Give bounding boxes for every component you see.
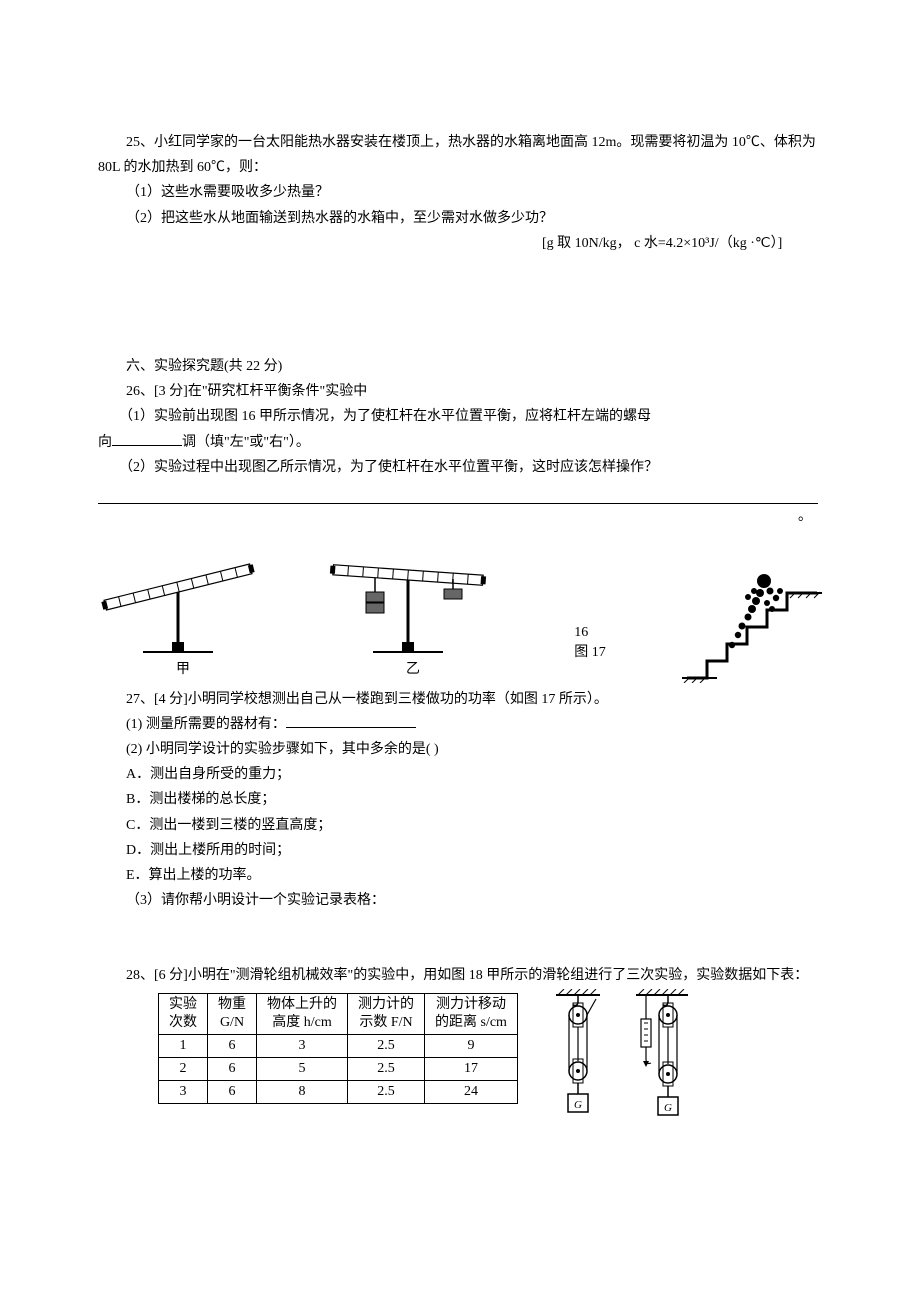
cell: 9 xyxy=(425,1034,518,1057)
q26-sub1-line2: 向调（填"左"或"右"）。 xyxy=(98,430,822,455)
lever-b-svg xyxy=(328,537,498,657)
pulley-load-label: G xyxy=(574,1099,582,1111)
spacer xyxy=(98,913,822,963)
fig-lever-b: 乙 xyxy=(328,537,498,682)
q28-table-row: 实验次数 物重G/N 物体上升的高度 h/cm 测力计的示数 F/N 测力计移动… xyxy=(98,989,822,1124)
q27-sub3: （3）请你帮小明设计一个实验记录表格： xyxy=(98,888,822,913)
cell: 8 xyxy=(257,1081,348,1104)
q28-table: 实验次数 物重G/N 物体上升的高度 h/cm 测力计的示数 F/N 测力计移动… xyxy=(158,993,518,1105)
q27-sub2: (2) 小明同学设计的实验步骤如下，其中多余的是( ) xyxy=(98,737,822,762)
cell: 1 xyxy=(159,1034,208,1057)
blank-fill[interactable] xyxy=(286,714,416,728)
section-6-title: 六、实验探究题(共 22 分) xyxy=(98,354,822,379)
cell: 3 xyxy=(257,1034,348,1057)
q25-sub2: （2）把这些水从地面输送到热水器的水箱中，至少需对水做多少功？ xyxy=(98,206,822,231)
cell: 5 xyxy=(257,1058,348,1081)
table-row: 2 6 5 2.5 17 xyxy=(159,1058,518,1081)
spacer xyxy=(98,336,822,354)
cell: 2 xyxy=(159,1058,208,1081)
q28-stem: 28、[6 分]小明在"测滑轮组机械效率"的实验中，用如图 18 甲所示的滑轮组… xyxy=(98,963,822,988)
fig-label-17: 图 17 xyxy=(574,643,606,663)
fig-lever-a: 甲 xyxy=(98,537,268,682)
q27-opt-e: E．算出上楼的功率。 xyxy=(98,863,822,888)
cell: 2.5 xyxy=(348,1034,425,1057)
cell: 2.5 xyxy=(348,1081,425,1104)
table-col-3: 测力计的示数 F/N xyxy=(348,993,425,1034)
table-col-2: 物体上升的高度 h/cm xyxy=(257,993,348,1034)
q28-figures: G xyxy=(548,989,696,1124)
fig-labels: 16 图 17 xyxy=(574,623,606,662)
q25-sub1: （1）这些水需要吸收多少热量？ xyxy=(98,180,822,205)
stairs-svg xyxy=(682,553,822,683)
q26-stem: 26、[3 分]在"研究杠杆平衡条件"实验中 xyxy=(98,379,822,404)
blank-fill[interactable] xyxy=(112,432,182,446)
cell: 17 xyxy=(425,1058,518,1081)
cell: 2.5 xyxy=(348,1058,425,1081)
q26-sub2: （2）实验过程中出现图乙所示情况，为了使杠杆在水平位置平衡，这时应该怎样操作？ xyxy=(98,455,822,480)
table-col-0: 实验次数 xyxy=(159,993,208,1034)
table-head-row: 实验次数 物重G/N 物体上升的高度 h/cm 测力计的示数 F/N 测力计移动… xyxy=(159,993,518,1034)
q25-text-span: 25、小红同学家的一台太阳能热水器安装在楼顶上，热水器的水箱离地面高 12m。现… xyxy=(98,135,816,175)
fig-label-16: 16 xyxy=(574,623,606,643)
table-col-4: 测力计移动的距离 s/cm xyxy=(425,993,518,1034)
q26-sub1: （1）实验前出现图 16 甲所示情况，为了使杠杆在水平位置平衡，应将杠杆左端的螺… xyxy=(98,404,822,429)
q27-opt-d: D．测出上楼所用的时间； xyxy=(98,838,822,863)
table-row: 3 6 8 2.5 24 xyxy=(159,1081,518,1104)
q25-text: 25、小红同学家的一台太阳能热水器安装在楼顶上，热水器的水箱离地面高 12m。现… xyxy=(98,130,822,180)
spacer xyxy=(98,256,822,336)
q25-constants: [g 取 10N/kg， c 水=4.2×10³J/（kg ·℃）] xyxy=(542,231,822,256)
period: 。 xyxy=(98,504,822,529)
fig-stairs xyxy=(682,553,822,683)
pulley-a-svg: G xyxy=(548,989,608,1124)
lever-figures: 甲 xyxy=(98,537,498,682)
lever-a-svg xyxy=(98,537,268,657)
table-col-1: 物重G/N xyxy=(208,993,257,1034)
q26-figures: 甲 xyxy=(98,537,822,682)
q27-sub1: (1) 测量所需要的器材有： xyxy=(98,712,822,737)
q27-opt-c: C．测出一楼到三楼的竖直高度； xyxy=(98,813,822,838)
cell: 3 xyxy=(159,1081,208,1104)
answer-line[interactable] xyxy=(98,482,818,504)
table-row: 1 6 3 2.5 9 xyxy=(159,1034,518,1057)
pulley-load-label: G xyxy=(664,1102,672,1114)
q27-stem: 27、[4 分]小明同学校想测出自己从一楼跑到三楼做功的功率（如图 17 所示）… xyxy=(98,687,822,712)
cell: 6 xyxy=(208,1034,257,1057)
cell: 24 xyxy=(425,1081,518,1104)
cell: 6 xyxy=(208,1081,257,1104)
pulley-b-svg: G xyxy=(626,989,696,1124)
q27-opt-b: B．测出楼梯的总长度； xyxy=(98,787,822,812)
q27-opt-a: A．测出自身所受的重力； xyxy=(98,762,822,787)
fig-caption-b: 乙 xyxy=(328,657,498,682)
cell: 6 xyxy=(208,1058,257,1081)
q28-table-wrap: 实验次数 物重G/N 物体上升的高度 h/cm 测力计的示数 F/N 测力计移动… xyxy=(158,989,518,1105)
fig-caption-a: 甲 xyxy=(98,657,268,682)
